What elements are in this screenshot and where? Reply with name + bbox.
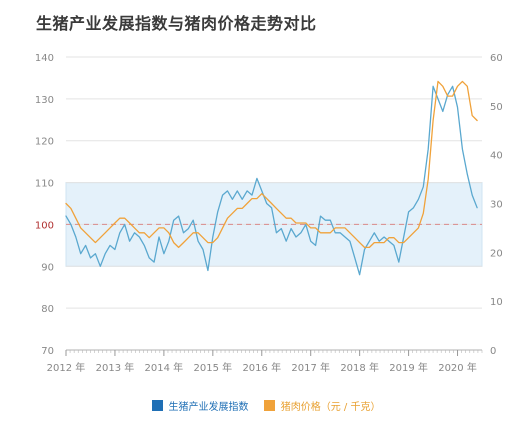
line-chart: 70 80 90 100 110 120 130 140 0 10 20 30 40 50 60 2012 年… <box>35 53 503 374</box>
left-tick-label: 70 <box>41 346 54 357</box>
legend-label-price: 猪肉价格（元 / 千克） <box>280 402 381 413</box>
grid-layer <box>66 56 482 309</box>
left-tick-label: 90 <box>41 262 54 273</box>
x-tick-label: 2017 年 <box>291 361 330 374</box>
right-tick-label: 60 <box>490 53 503 64</box>
series-layer <box>65 80 478 276</box>
legend-swatch-index <box>151 400 163 411</box>
left-tick-label: 120 <box>35 137 54 148</box>
right-tick-label: 10 <box>490 297 503 308</box>
left-tick-label: 130 <box>35 95 54 106</box>
legend-item-price[interactable]: 猪肉价格（元 / 千克） <box>263 398 381 413</box>
left-tick-label: 140 <box>35 53 54 64</box>
chart-title: 生猪产业发展指数与猪肉价格走势对比 <box>36 14 317 33</box>
x-tick-label: 2020 年 <box>438 361 477 374</box>
x-tick-label: 2018 年 <box>340 361 379 374</box>
right-tick-label: 50 <box>490 102 503 113</box>
left-tick-label: 110 <box>35 179 54 190</box>
right-tick-label: 0 <box>490 346 496 357</box>
legend-swatch-price <box>263 400 275 411</box>
left-tick-label: 100 <box>35 220 54 231</box>
legend-label-index: 生猪产业发展指数 <box>168 402 249 413</box>
left-tick-label: 80 <box>41 304 54 315</box>
right-tick-label: 20 <box>490 248 503 259</box>
axis-layer: 70 80 90 100 110 120 130 140 0 10 20 30 40 50 60 2012 年… <box>35 53 503 374</box>
x-tick-label: 2013 年 <box>96 361 135 374</box>
x-tick-label: 2015 年 <box>194 361 233 374</box>
x-tick-label: 2019 年 <box>389 361 428 374</box>
series-line-index <box>65 85 478 276</box>
x-tick-label: 2014 年 <box>145 361 184 374</box>
legend: 生猪产业发展指数 猪肉价格（元 / 千克） <box>0 398 532 414</box>
x-tick-label: 2016 年 <box>242 361 281 374</box>
right-tick-label: 40 <box>490 151 503 162</box>
series-line-price <box>65 80 478 249</box>
right-tick-label: 30 <box>490 200 503 211</box>
legend-item-index[interactable]: 生猪产业发展指数 <box>151 398 249 413</box>
x-tick-label: 2012 年 <box>47 361 86 374</box>
